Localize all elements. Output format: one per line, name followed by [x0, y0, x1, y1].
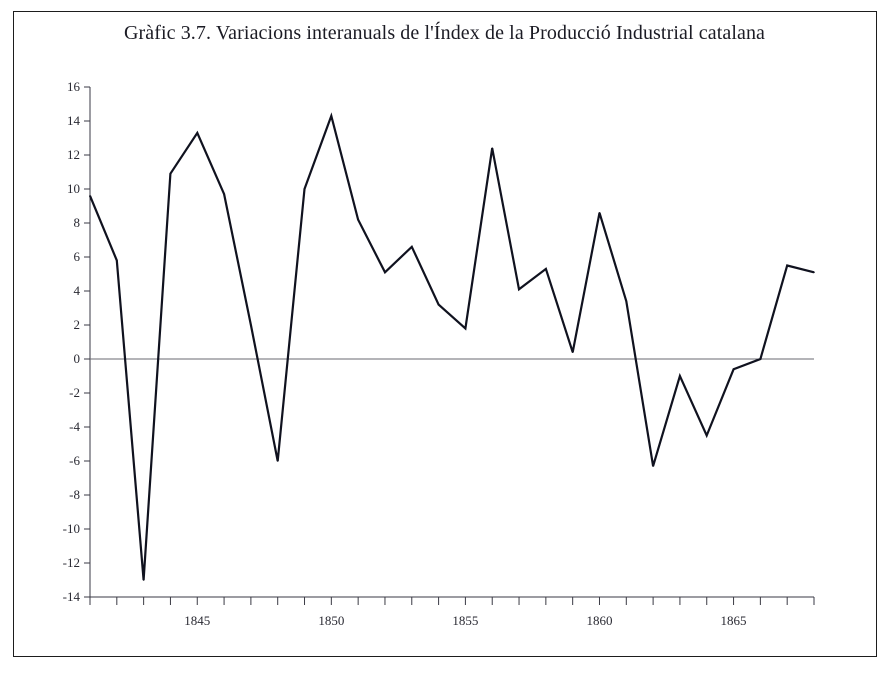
chart-title: Gràfic 3.7. Variacions interanuals de l'…	[123, 22, 766, 44]
data-point	[142, 579, 145, 581]
data-point	[464, 327, 467, 330]
data-point	[303, 188, 306, 190]
data-point	[250, 324, 252, 326]
data-point	[732, 368, 735, 371]
chart-frame	[13, 11, 877, 657]
y-tick-label: -8	[69, 487, 80, 502]
data-point	[759, 358, 762, 360]
y-tick-label: 8	[74, 215, 81, 230]
x-tick-label: 1855	[452, 613, 478, 628]
data-point	[679, 375, 681, 377]
data-point	[518, 288, 520, 291]
data-point	[196, 132, 199, 134]
data-point	[357, 218, 359, 221]
data-point	[410, 246, 413, 248]
data-point	[169, 172, 172, 175]
y-tick-label: -6	[69, 453, 80, 468]
data-point	[223, 193, 225, 195]
data-point	[598, 212, 601, 214]
y-tick-label: 2	[74, 317, 81, 332]
data-point	[652, 465, 654, 467]
data-point	[491, 147, 494, 149]
data-point	[384, 271, 386, 274]
y-tick-label: 14	[67, 113, 81, 128]
data-point	[437, 303, 440, 306]
data-point	[545, 268, 547, 270]
y-tick-label: 0	[74, 351, 81, 366]
y-tick-label: -14	[63, 589, 81, 604]
y-tick-label: -12	[63, 555, 80, 570]
data-point	[330, 115, 333, 117]
y-tick-label: 4	[74, 283, 81, 298]
x-tick-label: 1865	[721, 613, 747, 628]
data-point	[116, 259, 118, 262]
data-point	[625, 300, 628, 303]
y-tick-label: 10	[67, 181, 80, 196]
data-point	[813, 271, 815, 274]
data-point	[276, 460, 279, 462]
data-point	[705, 434, 708, 437]
data-point	[571, 351, 574, 354]
y-tick-label: 16	[67, 79, 81, 94]
y-tick-label: -10	[63, 521, 80, 536]
series-line	[88, 112, 815, 581]
y-tick-label: -4	[69, 419, 80, 434]
y-tick-label: 6	[74, 249, 81, 264]
x-tick-label: 1860	[586, 613, 612, 628]
data-point	[786, 264, 788, 267]
y-tick-label: -2	[69, 385, 80, 400]
x-tick-label: 1845	[184, 613, 210, 628]
y-tick-label: 12	[67, 147, 80, 162]
x-tick-label: 1850	[318, 613, 344, 628]
data-point	[89, 195, 91, 197]
